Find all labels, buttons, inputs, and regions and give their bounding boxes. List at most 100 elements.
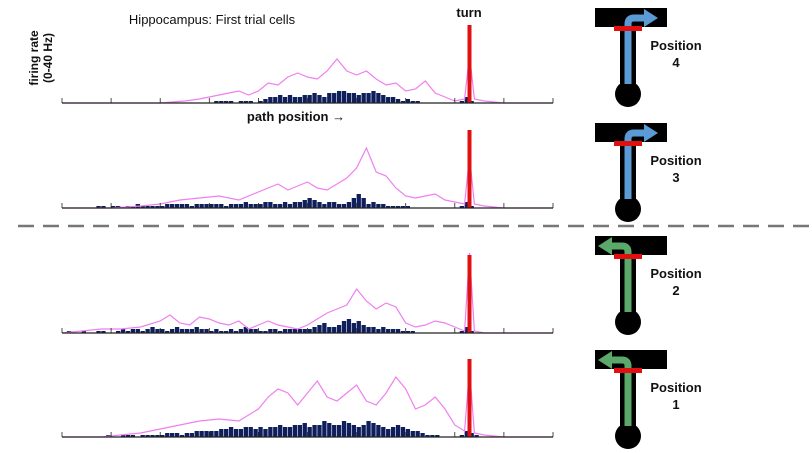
histogram-bar (258, 427, 263, 437)
histogram-bar (307, 95, 312, 103)
histogram-bar (204, 329, 209, 333)
histogram-bar (238, 101, 244, 103)
histogram-bar (165, 433, 170, 437)
y-axis-label: firing rate (0-40 Hz) (27, 30, 55, 86)
histogram-bar (170, 329, 175, 333)
histogram-bar (214, 204, 219, 208)
panel-position-4 (61, 25, 554, 104)
histogram-bar (268, 329, 273, 333)
histogram-bar (351, 198, 356, 208)
histogram-bar (179, 435, 185, 437)
histogram-bar (322, 323, 327, 333)
maze-position-2: Position 2 (595, 236, 702, 335)
histogram-bar (390, 329, 396, 333)
histogram-bar (228, 427, 234, 437)
histogram-bar (253, 329, 258, 333)
histogram-bar (209, 204, 214, 208)
maze-start-circle (615, 81, 641, 107)
histogram-bar (400, 427, 406, 437)
histogram-bar (366, 421, 371, 437)
histogram-bar (346, 319, 352, 333)
histogram-bar (317, 425, 322, 437)
histogram-bar (361, 425, 366, 437)
histogram-bar (101, 331, 106, 333)
histogram-bar (209, 431, 214, 437)
histogram-bar (238, 204, 244, 208)
firing-rate-curve (62, 368, 553, 438)
firing-rate-curve (61, 252, 553, 334)
direction-arrow (610, 356, 632, 426)
histogram-bar (96, 206, 101, 208)
turn-label: turn (456, 5, 481, 20)
histogram-bar (278, 331, 283, 333)
histogram-bar (125, 435, 131, 437)
histogram-bar (243, 327, 248, 333)
histogram-bar (189, 206, 194, 208)
histogram-bar (282, 329, 288, 333)
histogram-bar (386, 329, 391, 333)
histogram-bar (381, 327, 386, 333)
histogram-bar (140, 331, 145, 333)
position-label-number: 2 (672, 283, 679, 298)
histogram-bar (219, 429, 224, 437)
firing-rate-curve (62, 54, 553, 104)
position-label-word: Position (650, 266, 701, 281)
histogram-bar (96, 331, 101, 333)
histogram-bar (376, 93, 381, 103)
histogram-bar (395, 99, 401, 103)
histogram-bar (400, 206, 406, 208)
histogram-bar (351, 323, 356, 333)
histogram-bar (278, 204, 283, 208)
histogram-bar (327, 93, 332, 103)
turn-marker (467, 255, 472, 333)
histogram-bar (386, 97, 391, 103)
histogram-bar (469, 433, 474, 437)
histogram-bar (327, 423, 332, 437)
histogram-bar (312, 93, 317, 103)
figure-title: Hippocampus: First trial cells (129, 12, 296, 27)
histogram-bar (395, 425, 401, 437)
histogram-bar (425, 435, 430, 437)
histogram-bar (248, 101, 253, 103)
histogram-bar (120, 435, 126, 437)
histogram-bar (184, 204, 190, 208)
histogram-bar (81, 331, 86, 333)
histogram-bar (233, 429, 239, 437)
histogram-bar (268, 202, 273, 208)
histogram-bar (292, 97, 298, 103)
histogram-bar (150, 435, 155, 437)
x-axis-label: path position → (247, 109, 345, 124)
histogram-bar (361, 93, 366, 103)
histogram-bar (268, 427, 273, 437)
histogram-bar (405, 331, 411, 333)
histogram-bar (361, 325, 366, 333)
histogram-bar (302, 95, 307, 103)
histogram-bar (386, 429, 391, 437)
histogram-bar (464, 97, 469, 103)
histogram-bar (336, 425, 342, 437)
histogram-bar (292, 329, 298, 333)
histogram-bar (160, 329, 165, 333)
histogram-bar (327, 327, 332, 333)
histogram-bar (336, 325, 342, 333)
histogram-bar (371, 327, 376, 333)
histogram-bar (263, 202, 268, 208)
start-gate-marker (614, 26, 642, 31)
panel-position-2 (61, 252, 554, 334)
histogram-bar (155, 206, 160, 208)
histogram-bar (356, 194, 361, 208)
histogram-bar (341, 421, 347, 437)
turn-marker (467, 359, 472, 437)
histogram-bar (376, 204, 381, 208)
histogram-bar (371, 423, 376, 437)
histogram-bar (170, 433, 175, 437)
histogram-bar (243, 202, 248, 208)
histogram-bar (263, 99, 268, 103)
histogram-bar (238, 329, 244, 333)
histogram-bar (390, 427, 396, 437)
histogram-bar (258, 204, 263, 208)
turn-marker (467, 25, 472, 103)
histogram-bar (302, 423, 307, 437)
histogram-bar (435, 435, 440, 437)
histogram-bar (317, 202, 322, 208)
